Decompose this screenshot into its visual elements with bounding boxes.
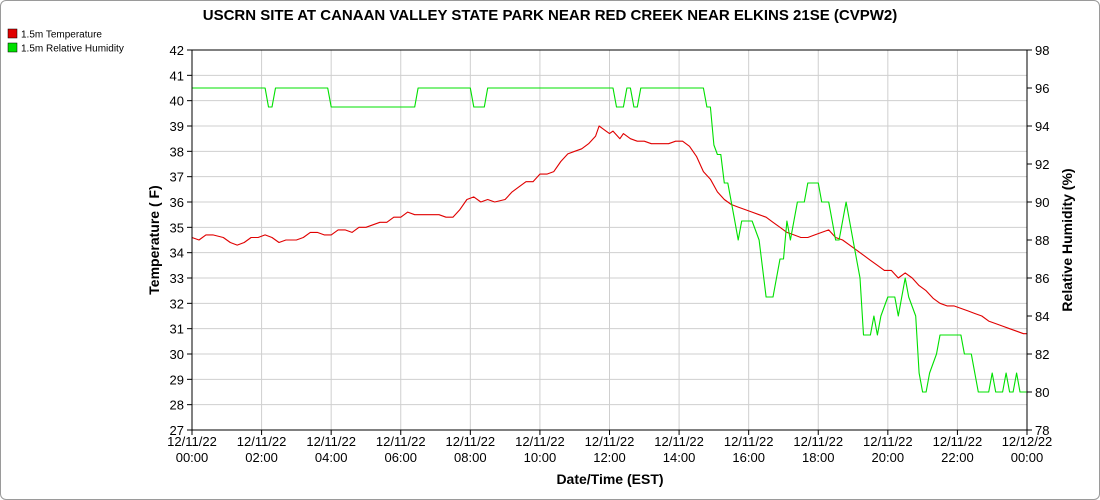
y-right-tick-label: 92 [1035,157,1049,172]
x-tick-label-time: 12:00 [593,450,626,465]
y-right-tick-label: 86 [1035,271,1049,286]
x-tick-label-time: 14:00 [663,450,696,465]
x-tick-label-date: 12/11/22 [654,434,704,449]
y-right-tick-label: 80 [1035,385,1049,400]
x-tick-label-time: 00:00 [1011,450,1044,465]
x-tick-label-time: 22:00 [941,450,974,465]
x-tick-label-time: 04:00 [315,450,348,465]
x-tick-label-time: 02:00 [245,450,278,465]
y-left-tick-label: 40 [170,94,184,109]
x-tick-label-date: 12/11/22 [863,434,913,449]
x-tick-label-date: 12/11/22 [793,434,843,449]
legend-label-temperature: 1.5m Temperature [21,30,102,41]
x-tick-label-date: 12/12/22 [1002,434,1053,449]
x-tick-label-time: 00:00 [176,450,209,465]
x-tick-label-date: 12/11/22 [237,434,287,449]
x-tick-label-time: 18:00 [802,450,835,465]
y-left-tick-label: 37 [170,170,184,185]
y-left-tick-label: 39 [170,119,184,134]
series-layer [191,87,1027,393]
y-left-tick-label: 41 [170,68,184,83]
chart-title: USCRN SITE AT CANAAN VALLEY STATE PARK N… [203,7,898,24]
x-tick-label-date: 12/11/22 [376,434,426,449]
x-tick-label-date: 12/11/22 [167,434,217,449]
x-tick-label-date: 12/11/22 [306,434,356,449]
y-left-tick-label: 31 [170,322,184,337]
x-tick-label-time: 10:00 [524,450,557,465]
y-left-tick-label: 42 [170,43,184,58]
y-left-tick-label: 34 [170,246,184,261]
y-left-tick-label: 29 [170,372,184,387]
y-right-tick-label: 78 [1035,423,1049,438]
y-left-tick-label: 33 [170,271,184,286]
y-left-tick-label: 27 [170,423,184,438]
series-line-humidity [192,87,1027,393]
series-line-temperature [191,125,1027,335]
y-left-tick-label: 36 [170,195,184,210]
y-left-tick-label: 32 [170,296,184,311]
y-right-tick-label: 84 [1035,309,1049,324]
y-left-tick-label: 35 [170,220,184,235]
x-tick-label-date: 12/11/22 [515,434,565,449]
y-right-tick-label: 98 [1035,43,1049,58]
axes: 12/11/2200:0012/11/2202:0012/11/2204:001… [167,43,1052,465]
y-left-tick-label: 30 [170,347,184,362]
x-tick-label-date: 12/11/22 [585,434,635,449]
x-tick-label-time: 06:00 [384,450,417,465]
x-tick-label-time: 20:00 [872,450,905,465]
x-axis-title: Date/Time (EST) [556,471,663,487]
y-right-tick-label: 90 [1035,195,1049,210]
y-left-tick-label: 38 [170,144,184,159]
legend-swatch-humidity [7,42,18,53]
y-right-tick-label: 82 [1035,347,1049,362]
x-tick-label-date: 12/11/22 [446,434,496,449]
legend-label-humidity: 1.5m Relative Humidity [21,44,124,55]
y-left-tick-label: 28 [170,398,184,413]
x-tick-label-time: 08:00 [454,450,487,465]
x-tick-label-time: 16:00 [732,450,765,465]
legend-swatch-temperature [7,28,18,39]
x-tick-label-date: 12/11/22 [933,434,983,449]
x-tick-label-date: 12/11/22 [724,434,774,449]
grid [191,49,1028,431]
y-axis-left-title: Temperature ( F) [146,185,162,294]
y-right-tick-label: 94 [1035,119,1049,134]
y-axis-right-title: Relative Humidity (%) [1059,168,1075,311]
y-right-tick-label: 88 [1035,233,1049,248]
y-right-tick-label: 96 [1035,81,1049,96]
legend: 1.5m Temperature 1.5m Relative Humidity [7,28,124,55]
